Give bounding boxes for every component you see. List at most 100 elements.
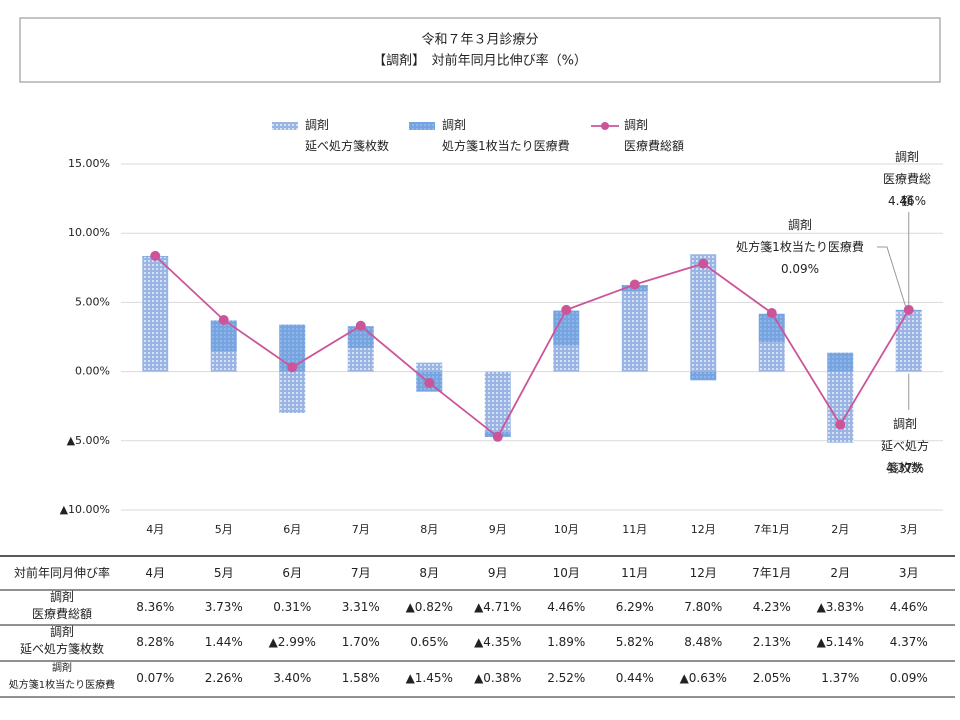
- bar: [553, 310, 580, 346]
- table-cell: 4.46%: [547, 600, 586, 614]
- table-cell: 2.26%: [204, 671, 243, 685]
- marker: [287, 362, 298, 373]
- marker: [698, 258, 709, 269]
- bar: [210, 351, 237, 372]
- bar: [690, 254, 717, 372]
- table-cell: 6.29%: [615, 600, 654, 614]
- title-box: [19, 17, 941, 83]
- annotation: 調剤 医療費総額: [882, 150, 931, 208]
- table-cell: 4.46%: [889, 600, 928, 614]
- leader-line: [877, 246, 907, 308]
- marker: [561, 304, 572, 315]
- annotation-value: 4.46%: [887, 194, 927, 208]
- x-tick-label: 7月: [352, 523, 370, 536]
- y-tick-label: 0.00%: [75, 365, 110, 378]
- table-column-header: 12月: [689, 566, 717, 580]
- table-header: 対前年同月伸び率: [13, 566, 111, 580]
- table-cell: 4.37%: [889, 635, 928, 649]
- table-cell: 3.31%: [341, 600, 380, 614]
- table-row-label: 調剤 延べ処方箋枚数: [19, 625, 105, 656]
- x-tick-label: 8月: [420, 523, 438, 536]
- marker: [218, 314, 229, 325]
- table-cell: 0.09%: [889, 671, 928, 685]
- x-tick-label: 7年1月: [754, 522, 790, 536]
- table-cell: 0.65%: [410, 635, 449, 649]
- marker: [355, 320, 366, 331]
- table-cell: 4.23%: [752, 600, 791, 614]
- x-tick-label: 9月: [489, 523, 507, 536]
- table-cell: 7.80%: [684, 600, 723, 614]
- table-cell: 0.07%: [136, 671, 175, 685]
- legend-swatch: [601, 122, 609, 130]
- table-cell: ▲1.45%: [405, 671, 453, 685]
- marker: [629, 279, 640, 290]
- table-cell: ▲0.63%: [679, 671, 727, 685]
- bar: [347, 348, 374, 372]
- table-cell: 3.40%: [273, 671, 312, 685]
- legend-entry: 調剤 処方箋1枚当たり医療費: [442, 118, 570, 153]
- table-cell: 1.37%: [821, 671, 860, 685]
- table-column-header: 10月: [552, 566, 580, 580]
- table-column-header: 4月: [145, 566, 166, 580]
- x-tick-label: 5月: [215, 523, 233, 536]
- marker: [492, 431, 503, 442]
- table-cell: ▲2.99%: [268, 635, 316, 649]
- table-column-header: 8月: [419, 566, 440, 580]
- chart-subtitle: 【調剤】 対前年同月比伸び率（%）: [373, 53, 587, 69]
- bar: [553, 345, 580, 372]
- marker: [424, 377, 435, 388]
- legend-swatch: [409, 122, 435, 130]
- bar: [621, 291, 648, 372]
- table-cell: 3.73%: [204, 600, 243, 614]
- bar: [416, 362, 443, 372]
- table-cell: 2.13%: [752, 635, 791, 649]
- table-column-header: 3月: [898, 566, 919, 580]
- legend-entry: 調剤 医療費総額: [624, 118, 685, 153]
- table-cell: 0.44%: [615, 671, 654, 685]
- x-tick-label: 6月: [283, 523, 301, 536]
- table-cell: ▲0.82%: [405, 600, 453, 614]
- table-cell: 1.70%: [341, 635, 380, 649]
- table-cell: 1.89%: [547, 635, 586, 649]
- bar: [142, 257, 169, 372]
- table-cell: 5.82%: [615, 635, 654, 649]
- table-row-label: 調剤 医療費総額: [31, 590, 93, 621]
- x-tick-label: 2月: [831, 523, 849, 536]
- table-column-header: 7月: [350, 566, 371, 580]
- table-column-header: 9月: [487, 566, 508, 580]
- annotation-value: 4.37%: [885, 461, 925, 475]
- table-column-header: 11月: [621, 566, 649, 580]
- annotation: 調剤 延べ処方箋枚数: [880, 417, 929, 475]
- table-column-header: 5月: [213, 566, 234, 580]
- line: [154, 255, 910, 439]
- bar: [895, 311, 922, 372]
- table-column-header: 6月: [282, 566, 303, 580]
- table-cell: ▲4.71%: [474, 600, 522, 614]
- table-column-header: 7年1月: [752, 566, 792, 580]
- y-tick-label: ▲5.00%: [67, 434, 110, 447]
- marker: [766, 308, 777, 319]
- x-tick-label: 12月: [691, 523, 716, 536]
- table-cell: 0.31%: [273, 600, 312, 614]
- table-cell: 8.28%: [136, 635, 175, 649]
- marker: [903, 304, 914, 315]
- legend-entry: 調剤 延べ処方箋枚数: [305, 118, 390, 153]
- bar: [690, 371, 717, 381]
- table-cell: ▲4.35%: [474, 635, 522, 649]
- chart-title: 令和７年３月診療分: [421, 32, 538, 48]
- bar: [827, 371, 854, 443]
- bar: [279, 371, 306, 413]
- x-tick-label: 11月: [622, 523, 647, 536]
- table-cell: 2.05%: [752, 671, 791, 685]
- table-row-label: 調剤 処方箋1枚当たり医療費: [8, 663, 116, 691]
- bar: [827, 352, 854, 372]
- y-tick-label: ▲10.00%: [60, 503, 110, 516]
- marker: [150, 250, 161, 261]
- table-cell: ▲5.14%: [816, 635, 864, 649]
- y-tick-label: 10.00%: [68, 226, 110, 239]
- table-cell: 8.48%: [684, 635, 723, 649]
- table-column-header: 2月: [830, 566, 851, 580]
- legend-swatch: [272, 122, 298, 130]
